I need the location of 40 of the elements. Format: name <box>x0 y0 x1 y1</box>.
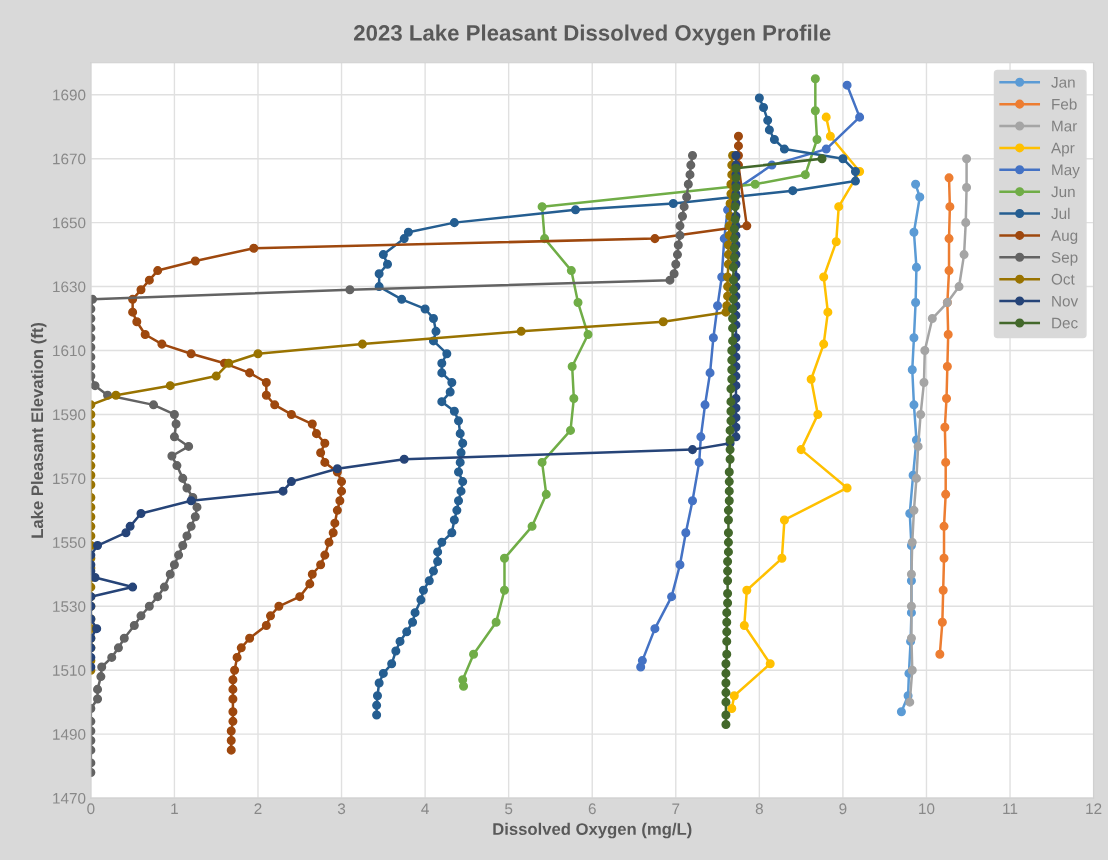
y-tick-label: 1530 <box>53 601 86 612</box>
legend-label: Dec <box>1052 317 1078 329</box>
y-tick-label: 1590 <box>53 409 86 421</box>
x-tick-label: 8 <box>755 803 763 815</box>
y-tick-label: 1570 <box>53 473 86 485</box>
legend-label: Jun <box>1051 186 1075 198</box>
legend-label: Sep <box>1051 251 1078 266</box>
y-axis-title: Lake Pleasant Elevation (ft) <box>30 322 47 538</box>
x-tick-label: 11 <box>1003 803 1018 815</box>
y-tick-label: 1610 <box>53 345 86 357</box>
y-tick-label: 1510 <box>53 665 86 676</box>
y-tick-label: 1650 <box>53 217 86 229</box>
x-tick-label: 9 <box>839 803 847 815</box>
legend-label: Feb <box>1052 98 1077 110</box>
x-tick-label: 2 <box>254 803 262 815</box>
x-tick-label: 10 <box>919 803 935 815</box>
legend-label: Oct <box>1051 273 1075 285</box>
y-tick-label: 1490 <box>53 729 86 740</box>
legend-label: Jul <box>1051 207 1070 220</box>
chart-title: 2023 Lake Pleasant Dissolved Oxygen Profile <box>354 24 831 46</box>
y-tick-label: 1470 <box>53 792 86 804</box>
legend-label: Nov <box>1052 295 1079 307</box>
y-tick-label: 1630 <box>53 281 86 293</box>
x-tick-label: 4 <box>421 803 429 815</box>
legend-label: Mar <box>1052 120 1078 132</box>
y-tick-label: 1670 <box>53 153 86 165</box>
legend-label: May <box>1052 164 1080 179</box>
legend-label: Aug <box>1051 230 1078 244</box>
x-tick-label: 0 <box>87 803 95 815</box>
x-tick-label: 12 <box>1086 803 1102 815</box>
y-tick-label: 1690 <box>53 89 86 101</box>
x-tick-label: 3 <box>337 803 346 815</box>
x-tick-label: 6 <box>588 803 596 815</box>
legend-label: Jan <box>1051 77 1075 88</box>
x-tick-label: 1 <box>171 803 178 815</box>
x-axis-title: Dissolved Oxygen (mg/L) <box>493 822 692 839</box>
y-tick-label: 1550 <box>53 537 86 549</box>
x-tick-label: 7 <box>672 803 680 815</box>
x-tick-label: 5 <box>505 803 513 815</box>
legend-label: Apr <box>1051 142 1075 157</box>
